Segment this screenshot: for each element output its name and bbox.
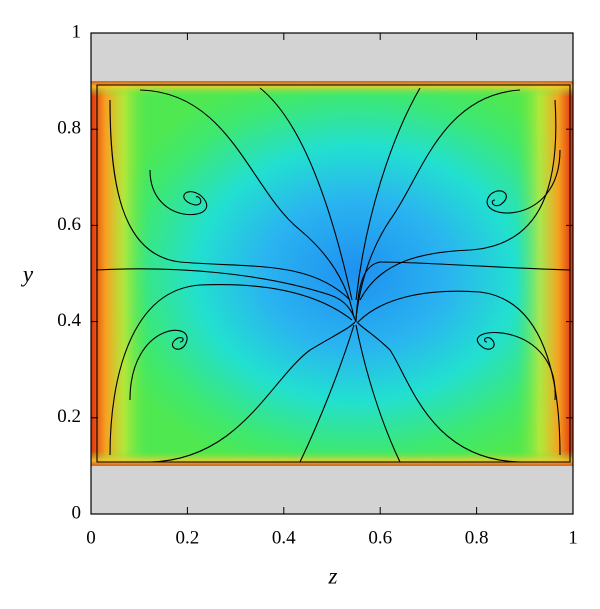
flow-field <box>91 33 573 514</box>
x-tick-label: 0 <box>86 527 96 548</box>
x-tick-label: 0.6 <box>368 527 392 548</box>
streamline <box>355 261 571 323</box>
streamline <box>96 84 571 463</box>
y-tick-label: 0.4 <box>57 310 81 331</box>
solid-wall <box>91 33 573 82</box>
vortex <box>476 332 556 401</box>
x-tick-label: 0.4 <box>272 527 296 548</box>
streamline <box>355 89 521 319</box>
streamline <box>149 321 356 463</box>
streamline <box>109 284 353 456</box>
streamline <box>299 324 355 463</box>
plot-frame <box>90 32 574 515</box>
streamline <box>356 321 521 463</box>
x-tick-label: 0.8 <box>465 527 489 548</box>
y-tick-label: 1 <box>72 21 82 42</box>
y-tick-label: 0.8 <box>57 118 81 139</box>
y-tick-label: 0.2 <box>57 406 81 427</box>
x-tick-label: 1 <box>568 527 578 548</box>
streamline <box>109 99 351 301</box>
x-axis-title: z <box>328 563 338 588</box>
streamline <box>139 89 355 319</box>
y-tick-label: 0 <box>72 502 82 523</box>
streamline <box>359 99 557 301</box>
vortex <box>486 149 561 214</box>
streamline <box>259 87 353 301</box>
streamlines <box>95 84 571 463</box>
vortex <box>149 169 208 216</box>
streamline <box>355 87 421 301</box>
x-tick-label: 0.2 <box>176 527 200 548</box>
vortex <box>129 329 188 401</box>
y-axis-title: y <box>21 261 34 286</box>
streamline <box>95 268 357 323</box>
solid-wall <box>91 465 573 514</box>
velocity-contour-edge <box>91 81 573 466</box>
streamline <box>357 290 561 456</box>
y-tick-label: 0.6 <box>57 214 81 235</box>
streamline <box>355 324 401 463</box>
